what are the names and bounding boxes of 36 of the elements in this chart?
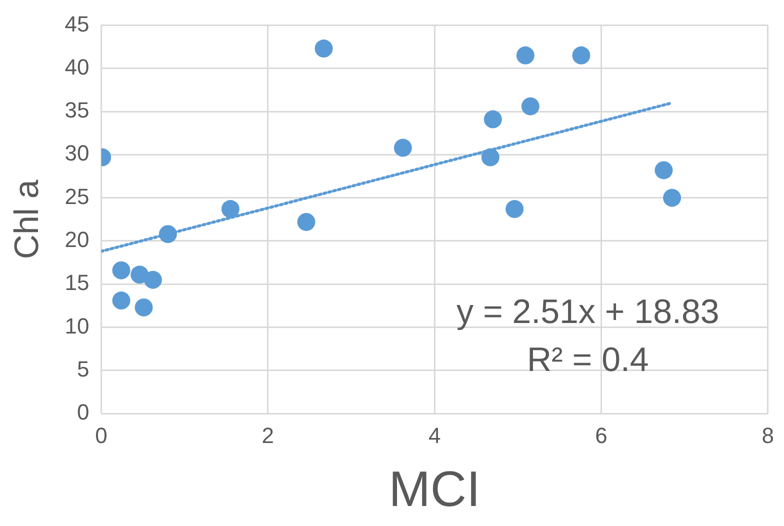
point bbox=[144, 270, 162, 289]
point bbox=[516, 46, 534, 64]
y-tick-label: 40 bbox=[64, 54, 90, 80]
y-tick-label: 0 bbox=[77, 400, 90, 425]
point bbox=[394, 138, 412, 157]
x-tick-label: 2 bbox=[262, 422, 274, 448]
point bbox=[112, 261, 130, 280]
y-tick-label: 45 bbox=[64, 11, 90, 36]
x-axis-title: MCI bbox=[388, 460, 480, 517]
point bbox=[314, 40, 333, 58]
x-tick-label: 4 bbox=[428, 422, 441, 448]
point bbox=[221, 200, 240, 218]
point bbox=[158, 225, 177, 244]
point bbox=[134, 298, 153, 316]
x-tick-label: 0 bbox=[95, 422, 108, 448]
y-tick-label: 20 bbox=[64, 227, 90, 252]
y-tick-label: 10 bbox=[64, 313, 90, 338]
point bbox=[654, 161, 673, 180]
x-tick-label: 6 bbox=[595, 422, 608, 448]
y-tick-label: 35 bbox=[64, 98, 90, 123]
annotation: y = 2.51x + 18.83 bbox=[456, 292, 720, 331]
point bbox=[572, 46, 590, 64]
y-axis-title: Chl a bbox=[8, 180, 46, 260]
point bbox=[297, 212, 316, 231]
point bbox=[481, 148, 500, 166]
y-tick-label: 30 bbox=[64, 140, 90, 166]
point bbox=[484, 110, 502, 128]
annotation: R² = 0.4 bbox=[526, 340, 649, 379]
point bbox=[506, 200, 524, 218]
x-tick-label: 8 bbox=[762, 422, 774, 448]
point bbox=[521, 97, 540, 116]
point bbox=[663, 188, 682, 207]
y-tick-label: 15 bbox=[64, 270, 90, 296]
point bbox=[112, 292, 130, 310]
y-tick-label: 5 bbox=[77, 356, 90, 382]
y-tick-label: 25 bbox=[64, 184, 90, 209]
